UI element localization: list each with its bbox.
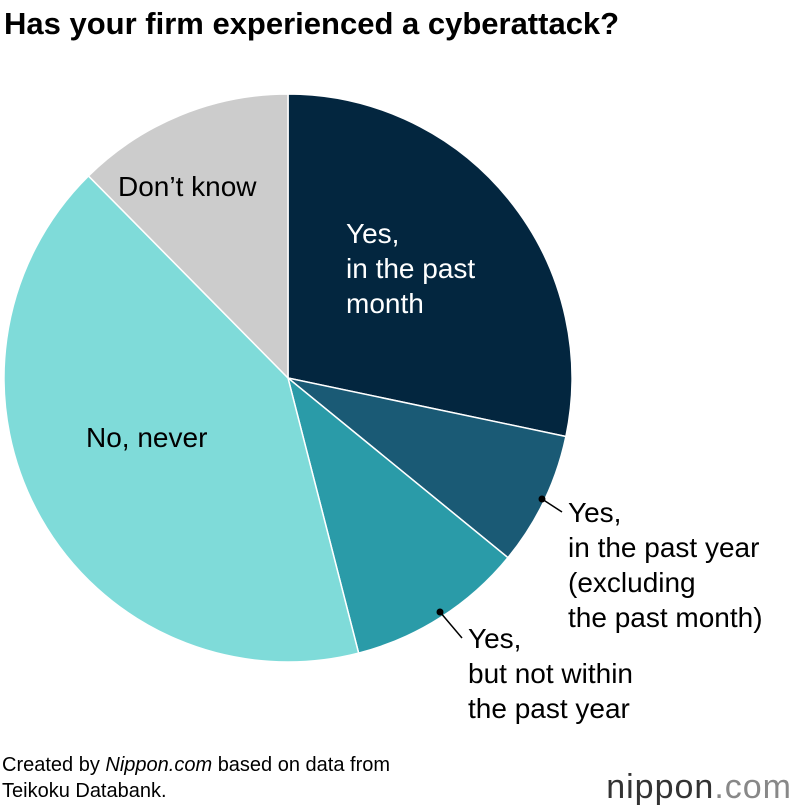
pie-slice xyxy=(87,93,289,380)
slice-label: Yes, xyxy=(568,497,621,528)
source-text: Teikoku Databank. xyxy=(2,780,167,802)
source-text: Nippon.com xyxy=(105,754,213,776)
source-text: based on data from xyxy=(217,754,391,776)
slice-label: Don’t know xyxy=(118,171,257,202)
source: Created by Nippon.com based on data from… xyxy=(2,752,390,804)
slice-label: Yes, xyxy=(468,623,521,654)
pie-slice xyxy=(287,93,573,438)
slice-label: (excluding xyxy=(568,567,696,598)
pie-slice xyxy=(3,174,360,663)
slice-label: but not within xyxy=(468,658,633,689)
slice-label: in the past year xyxy=(568,532,759,563)
slice-label: the past month) xyxy=(568,602,763,633)
slice-label: the past year xyxy=(468,693,630,724)
slice-label: month xyxy=(346,288,424,319)
slice-label: Yes, xyxy=(346,218,399,249)
slice-label: No, never xyxy=(86,422,207,453)
logo: nippon.com xyxy=(606,768,792,807)
leader-line xyxy=(439,611,463,639)
logo-text: nippon xyxy=(606,768,715,806)
leader-line xyxy=(541,498,563,513)
source-text: Created by xyxy=(2,754,100,776)
chart-title: Has your firm experienced a cyberattack? xyxy=(4,6,620,41)
pie-slice xyxy=(286,375,510,654)
slice-label: in the past xyxy=(346,253,475,284)
logo-text: .com xyxy=(714,768,792,806)
